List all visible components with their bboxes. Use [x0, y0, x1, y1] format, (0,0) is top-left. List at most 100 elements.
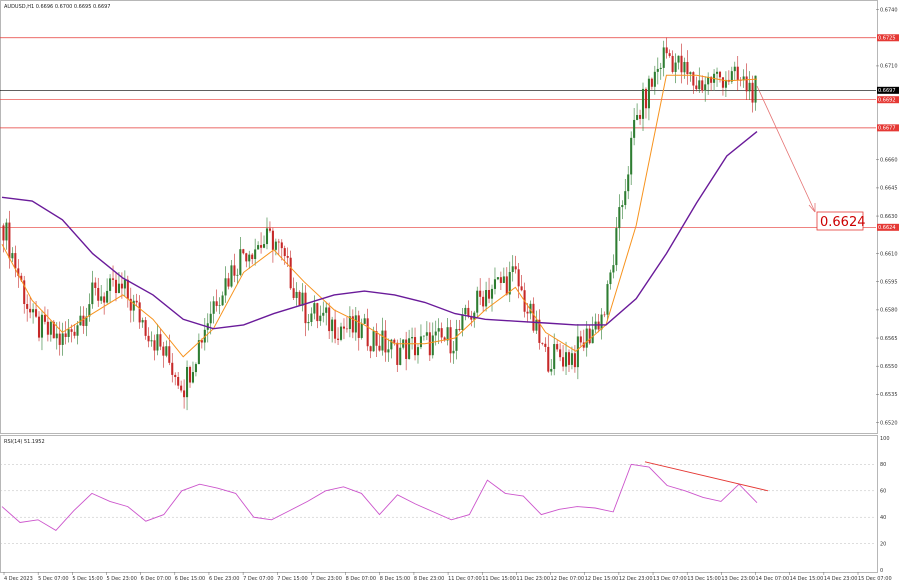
candle-body [650, 78, 653, 87]
candle-body [408, 338, 411, 359]
candle-body [624, 191, 627, 206]
candle-body [200, 340, 203, 343]
x-tick-label: 13 Dec 07:00 [653, 576, 687, 582]
x-tick-label: 11 Dec 23:00 [516, 576, 550, 582]
candle-body [520, 286, 523, 291]
candle-body [43, 314, 46, 322]
candle-body [322, 312, 325, 316]
candle-body [351, 316, 354, 333]
x-tick-label: 11 Dec 15:00 [482, 576, 516, 582]
candle-body [514, 266, 517, 270]
y-tick-label: 0.6660 [880, 158, 898, 164]
candle-body [292, 288, 295, 298]
candle-body [37, 316, 41, 338]
candle-body [405, 339, 408, 359]
candle-body [325, 307, 328, 313]
candle-body [126, 279, 129, 299]
candle-body [236, 274, 239, 276]
x-tick-label: 8 Dec 23:00 [414, 576, 444, 582]
candle-body [76, 325, 79, 336]
candle-body [55, 333, 58, 339]
candle-body [393, 339, 396, 343]
candle-body [588, 328, 591, 344]
candle-body [707, 76, 710, 85]
candle-body [612, 265, 615, 273]
y-tick-label: 0.6645 [880, 186, 898, 192]
candle-body [736, 66, 739, 81]
candle-body [384, 330, 387, 353]
candle-body [242, 249, 245, 254]
level-tag [877, 96, 899, 104]
candle-body [413, 337, 417, 356]
candle-body [686, 61, 689, 75]
candle-body [547, 346, 550, 372]
candle-body [174, 374, 177, 378]
candle-body [265, 228, 269, 245]
candle-body [387, 349, 390, 353]
candle-body [606, 284, 609, 315]
candle-body [553, 344, 556, 369]
candle-body [544, 343, 547, 347]
candle-body [671, 55, 674, 72]
rsi-tick-label: 20 [880, 541, 886, 547]
candle-body [221, 295, 224, 306]
rsi-tick-label: 40 [880, 515, 886, 521]
candle-body [656, 68, 659, 72]
candle-body [79, 315, 82, 326]
candle-body [141, 320, 144, 323]
candle-body [636, 115, 639, 120]
x-tick-label: 5 Dec 07:00 [38, 576, 68, 582]
target-label: 0.6624 [820, 215, 866, 230]
x-tick-label: 12 Dec 23:00 [619, 576, 653, 582]
candle-body [372, 331, 375, 352]
candle-body [67, 329, 70, 337]
candle-body [701, 80, 704, 91]
candle-body [399, 347, 402, 365]
time-axis: 4 Dec 2023 5 Dec 07:00 5 Dec 15:00 5 Dec 23… [3, 572, 892, 582]
candle-body [20, 275, 23, 281]
rsi-header: RSI(14) 51.1952 [4, 439, 45, 445]
candle-body [103, 296, 106, 303]
candle-body [452, 350, 455, 354]
level-tag [877, 86, 899, 94]
candle-body [485, 290, 488, 307]
candle-body [262, 244, 266, 248]
candle-body [724, 79, 727, 88]
candle-body [144, 320, 147, 336]
candle-body [94, 282, 97, 288]
candle-body [363, 318, 366, 324]
candle-body [745, 76, 748, 92]
candle-body [109, 278, 112, 291]
candle-body [271, 230, 274, 250]
candle-body [345, 328, 348, 330]
candle-body [576, 336, 579, 368]
candle-body [342, 326, 346, 329]
candle-body [639, 115, 642, 119]
candle-body [254, 249, 257, 260]
candle-body [298, 291, 301, 306]
level-tag-text: 0.6725 [878, 36, 896, 42]
candle-body [171, 362, 174, 375]
candle-body [120, 283, 123, 289]
candle-body [339, 326, 343, 340]
x-tick-label: 6 Dec 23:00 [209, 576, 239, 582]
candle-body [496, 277, 499, 280]
candle-body [248, 254, 251, 262]
candle-body [114, 279, 118, 293]
candle-body [748, 82, 751, 92]
x-tick-label: 11 Dec 07:00 [448, 576, 482, 582]
candle-body [751, 82, 754, 103]
y-tick-label: 0.6580 [880, 308, 898, 314]
candle-body [695, 85, 698, 90]
candle-body [630, 137, 633, 175]
rsi-tick-label: 0 [880, 568, 883, 574]
candle-body [422, 335, 425, 337]
candle-body [665, 47, 668, 54]
candle-body [5, 222, 8, 241]
rsi-panel-frame [0, 435, 878, 573]
x-tick-label: 8 Dec 07:00 [346, 576, 376, 582]
candle-body [733, 66, 736, 72]
x-tick-label: 7 Dec 07:00 [243, 576, 273, 582]
candle-body [11, 253, 14, 259]
level-tag-text: 0.6624 [878, 225, 896, 231]
